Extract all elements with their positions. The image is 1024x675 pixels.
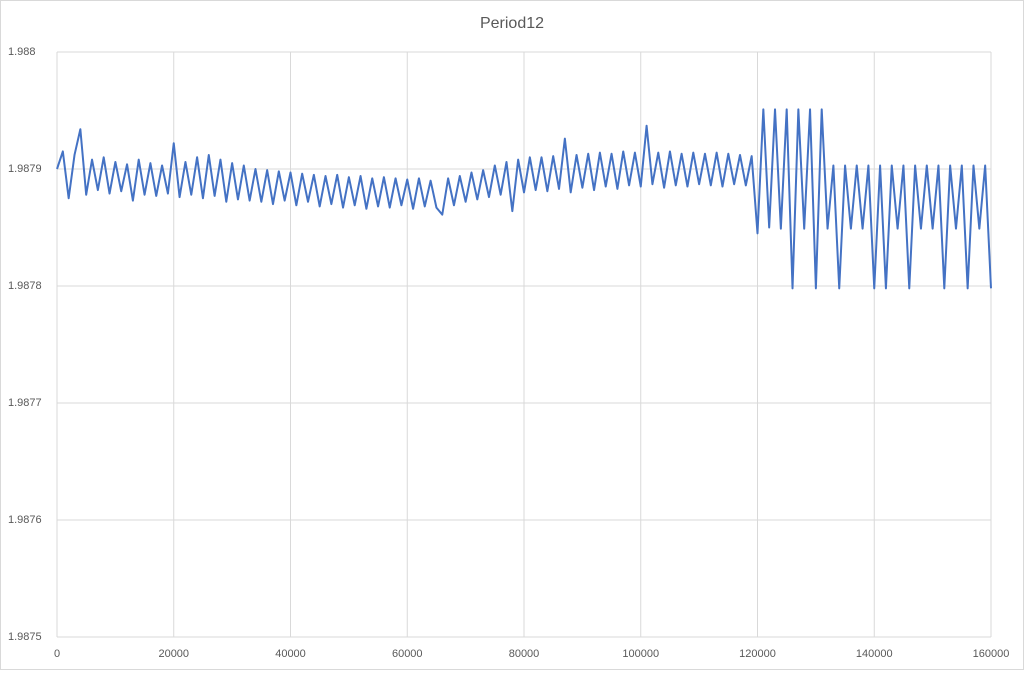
x-tick-label: 160000 xyxy=(973,648,1010,660)
x-tick-label: 20000 xyxy=(158,648,189,660)
x-tick-label: 40000 xyxy=(275,648,306,660)
x-tick-label: 80000 xyxy=(509,648,540,660)
chart-title: Period12 xyxy=(480,15,544,32)
y-tick-label: 1.9878 xyxy=(8,280,42,292)
x-tick-label: 120000 xyxy=(739,648,776,660)
y-tick-label: 1.988 xyxy=(8,46,36,58)
y-tick-label: 1.9879 xyxy=(8,163,42,175)
x-tick-label: 60000 xyxy=(392,648,423,660)
y-tick-label: 1.9876 xyxy=(8,514,42,526)
x-tick-label: 0 xyxy=(54,648,60,660)
y-tick-label: 1.9875 xyxy=(8,631,42,643)
x-tick-label: 100000 xyxy=(622,648,659,660)
y-tick-label: 1.9877 xyxy=(8,397,42,409)
x-tick-label: 140000 xyxy=(856,648,893,660)
data-line xyxy=(56,108,992,290)
